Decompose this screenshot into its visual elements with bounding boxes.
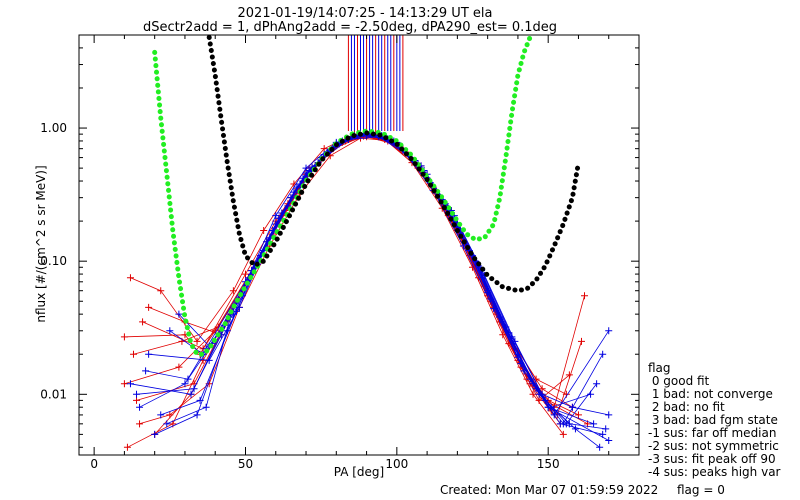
blue-data-point xyxy=(187,390,195,398)
blue-data-point xyxy=(302,164,310,172)
blue-data-point xyxy=(484,289,492,297)
y-tick-label: 0.01 xyxy=(40,387,67,401)
blue-data-point xyxy=(166,327,174,335)
blue-data-point xyxy=(605,436,613,444)
blue-data-trace xyxy=(160,134,606,430)
blue-data-point xyxy=(184,375,192,383)
red-data-point xyxy=(559,430,567,438)
blue-data-point xyxy=(565,420,573,428)
red-data-trace xyxy=(133,133,582,416)
red-data-point xyxy=(129,350,137,358)
legend-entry: -2 sus: not symmetric xyxy=(648,439,779,453)
legend-entry: 0 good fit xyxy=(648,374,710,388)
black-fit-curve xyxy=(206,35,581,294)
legend-entry: 2 bad: no fit xyxy=(648,400,725,414)
x-tick-label: 100 xyxy=(385,457,408,471)
blue-data-point xyxy=(133,390,141,398)
red-data-point xyxy=(136,420,144,428)
red-data-point xyxy=(145,303,153,311)
red-data-point xyxy=(133,396,141,404)
red-data-point xyxy=(529,390,537,398)
blue-data-point xyxy=(142,367,150,375)
plot-frame xyxy=(78,34,640,456)
red-data-point xyxy=(193,337,201,345)
x-tick-label: 50 xyxy=(238,457,253,471)
legend: flag 0 good fit 1 bad: not converge 2 ba… xyxy=(648,361,781,479)
blue-data-point xyxy=(605,411,613,419)
red-data-trace xyxy=(127,135,588,448)
blue-data-trace xyxy=(130,132,610,416)
legend-entry: 1 bad: not converge xyxy=(648,387,773,401)
red-data-point xyxy=(123,443,131,451)
blue-data-point xyxy=(163,420,171,428)
blue-data-point xyxy=(599,350,607,358)
blue-data-trace xyxy=(139,134,594,425)
data-layer xyxy=(120,35,613,451)
blue-data-point xyxy=(287,194,295,202)
x-tick-label: 150 xyxy=(537,457,560,471)
red-data-point xyxy=(120,380,128,388)
red-data-trace xyxy=(154,134,561,435)
x-axis-label: PA [deg] xyxy=(334,465,384,479)
blue-data-point xyxy=(590,420,598,428)
legend-title: flag xyxy=(648,361,671,375)
blue-data-point xyxy=(190,385,198,393)
blue-data-point xyxy=(599,430,607,438)
red-data-point xyxy=(157,287,165,295)
red-data-trace xyxy=(139,137,573,425)
blue-data-point xyxy=(151,430,159,438)
legend-entry: -3 sus: fit peak off 90 xyxy=(648,452,776,466)
chart-title-line2: dSectr2add = 1, dPhAng2add = -2.50deg, d… xyxy=(143,20,557,35)
footer-flag: flag = 0 xyxy=(677,483,725,497)
blue-data-point xyxy=(181,380,189,388)
red-data-point xyxy=(175,363,183,371)
fit-curve-layer xyxy=(152,35,581,357)
red-data-point xyxy=(320,145,328,153)
blue-data-point xyxy=(529,380,537,388)
footer-created: Created: Mon Mar 07 01:59:59 2022 xyxy=(440,483,658,497)
red-data-point xyxy=(241,270,249,278)
blue-data-point xyxy=(514,353,522,361)
blue-data-point xyxy=(559,420,567,428)
y-tick-label: 1.00 xyxy=(40,121,67,135)
red-data-point xyxy=(260,226,268,234)
blue-data-point xyxy=(202,403,210,411)
blue-data-point xyxy=(126,380,134,388)
red-data-point xyxy=(120,333,128,341)
red-data-trace xyxy=(124,132,585,409)
blue-data-point xyxy=(602,425,610,433)
red-data-trace xyxy=(130,133,567,395)
blue-data-point xyxy=(175,310,183,318)
red-data-point xyxy=(574,411,582,419)
red-data-point xyxy=(126,274,134,282)
axes-layer: 0 50 100 150 0.01 0.10 1.00 xyxy=(40,34,639,471)
chart-title-line1: 2021-01-19/14:07:25 - 14:13:29 UT ela xyxy=(238,6,493,21)
legend-entry: -4 sus: peaks high var xyxy=(648,465,781,479)
blue-data-point xyxy=(145,350,153,358)
x-tick-label: 0 xyxy=(90,457,98,471)
blue-data-point xyxy=(544,403,552,411)
red-data-point xyxy=(581,292,589,300)
legend-entry: 3 bad: bad fgm state xyxy=(648,413,778,427)
blue-data-point xyxy=(157,411,165,419)
red-data-point xyxy=(229,287,237,295)
blue-data-point xyxy=(596,443,604,451)
blue-data-point xyxy=(605,327,613,335)
blue-data-point xyxy=(272,212,280,220)
legend-entry: -1 sus: far off median xyxy=(648,426,776,440)
red-data-point xyxy=(139,318,147,326)
blue-data-point xyxy=(232,307,240,315)
y-axis-label: nflux [#/(cm^2 s sr MeV)] xyxy=(34,165,48,322)
red-data-point xyxy=(577,337,585,345)
blue-data-point xyxy=(196,396,204,404)
blue-data-point xyxy=(193,411,201,419)
blue-data-point xyxy=(136,403,144,411)
red-data-point xyxy=(535,396,543,404)
blue-data-point xyxy=(587,390,595,398)
y-tick-label: 0.10 xyxy=(40,254,67,268)
green-fit-curve xyxy=(152,35,533,357)
blue-data-point xyxy=(571,425,579,433)
blue-data-point xyxy=(593,380,601,388)
